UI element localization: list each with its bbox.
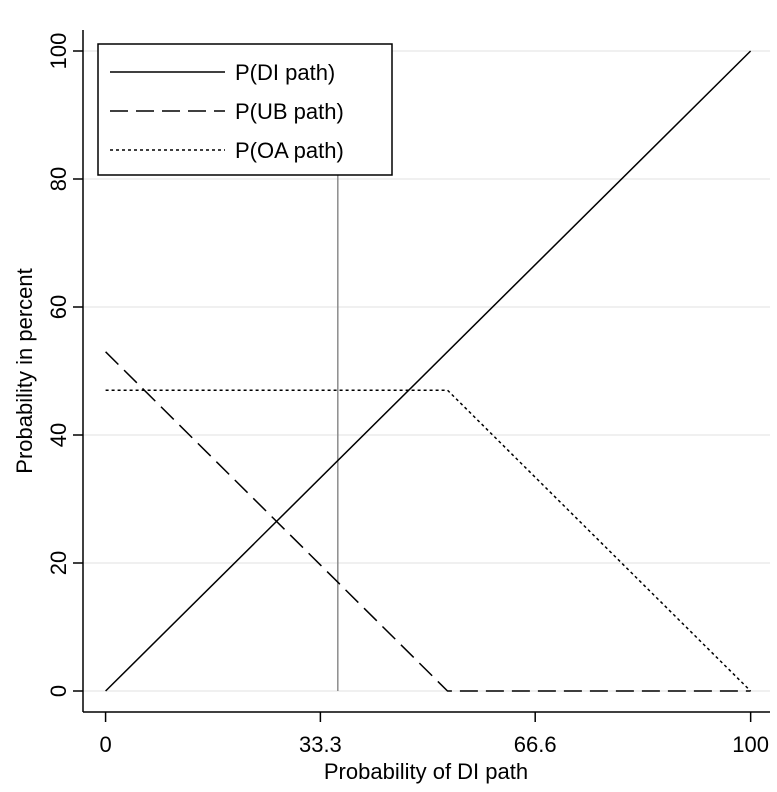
axes [82,30,770,713]
legend-box [97,43,393,176]
x-tick-label-2: 66.6 [514,732,557,757]
gridlines [83,50,770,692]
series-line-1 [105,351,751,692]
y-tick-label-1: 20 [46,551,71,575]
x-tick-label-3: 100 [732,732,769,757]
y-tick-label-3: 60 [46,295,71,319]
ticks: 0 33.3 66.6 100 0 20 40 60 80 100 [46,33,769,757]
legend-label-ub: P(UB path) [235,99,344,124]
x-tick-label-0: 0 [99,732,111,757]
y-tick-label-4: 80 [46,167,71,191]
legend: P(DI path) P(UB path) P(OA path) [97,43,393,176]
y-tick-label-5: 100 [46,33,71,70]
x-axis-title: Probability of DI path [324,759,528,784]
x-tick-label-1: 33.3 [299,732,342,757]
legend-label-oa: P(OA path) [235,138,344,163]
series-group [105,50,752,692]
y-axis-title: Probability in percent [12,268,37,473]
series-line-2 [105,389,752,692]
legend-label-di: P(DI path) [235,60,335,85]
y-tick-label-2: 40 [46,423,71,447]
series-line-0 [105,50,752,692]
y-tick-label-0: 0 [46,685,71,697]
